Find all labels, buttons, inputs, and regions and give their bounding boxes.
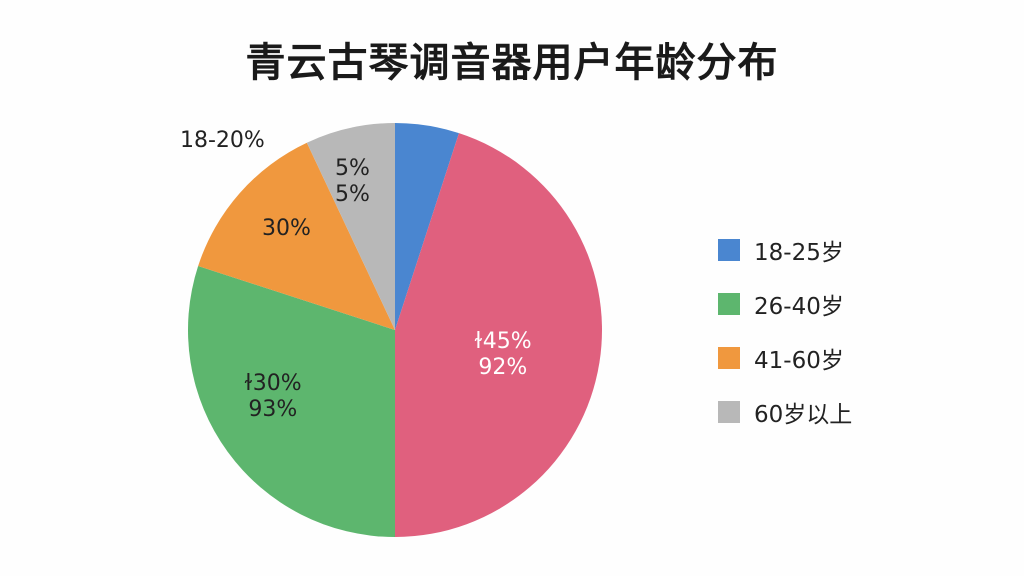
chart-title: 青云古琴调音器用户年龄分布 [245, 40, 779, 86]
legend-label: 60岁以上 [754, 402, 853, 428]
pink-slice-label: ɫ45% 92% [474, 329, 532, 381]
pink-slice-label-line1: ɫ45% [474, 329, 532, 354]
pie-slice [306, 123, 395, 330]
outside-percent-label: 18-20% [180, 128, 265, 153]
green-slice-label: ɫ30% 93% [244, 371, 302, 423]
legend-swatch [718, 401, 740, 423]
legend-swatch [718, 293, 740, 315]
pie-slice [187, 266, 395, 537]
legend-item: 41-60岁 [718, 344, 852, 374]
pie-slice [395, 133, 602, 538]
green-slice-label-line2: 93% [248, 397, 298, 422]
green-slice-label-line1: ɫ30% [244, 371, 302, 396]
legend-label: 41-60岁 [754, 348, 844, 374]
legend: 18-25岁 26-40岁 41-60岁 60岁以上 [718, 236, 852, 452]
gray-slice-label-line1: 5% [335, 156, 370, 181]
pie-slice [395, 123, 459, 330]
pie-slice [198, 142, 395, 330]
pink-slice-label-line2: 92% [478, 355, 528, 380]
legend-item: 60岁以上 [718, 398, 853, 428]
legend-item: 26-40岁 [718, 290, 852, 320]
gray-slice-label: 5% 5% [335, 156, 370, 208]
legend-item: 18-25岁 [718, 236, 852, 266]
legend-swatch [718, 347, 740, 369]
legend-label: 18-25岁 [754, 240, 844, 266]
orange-slice-label: 30% [262, 216, 311, 241]
gray-slice-label-line2: 5% [335, 182, 370, 207]
legend-swatch [718, 239, 740, 261]
legend-label: 26-40岁 [754, 294, 844, 320]
